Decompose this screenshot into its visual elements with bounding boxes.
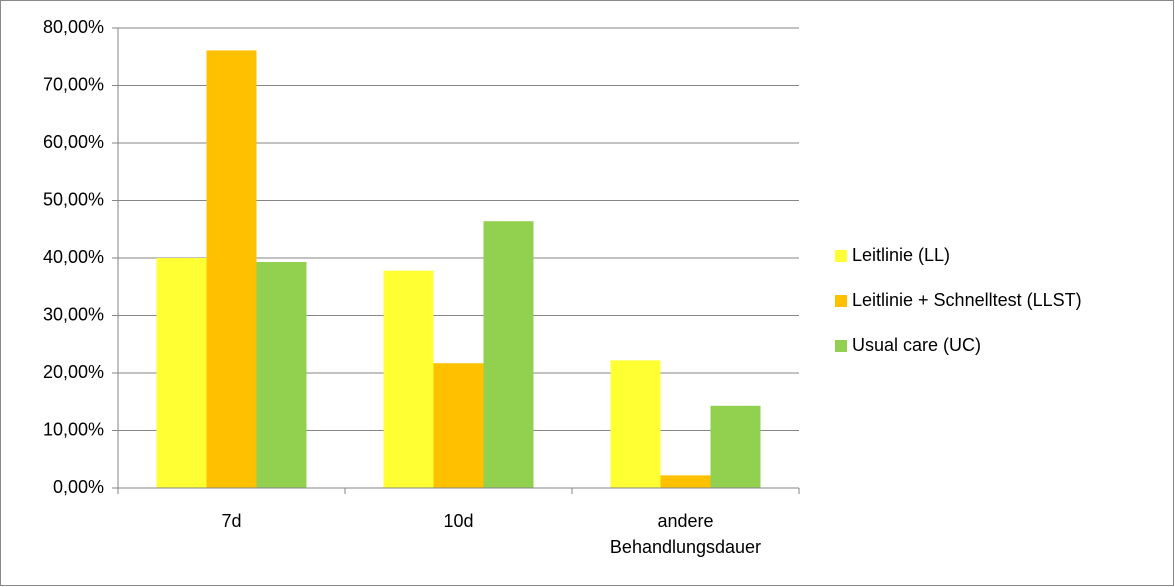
bar bbox=[383, 270, 434, 488]
x-tick-label: 7d bbox=[221, 511, 242, 531]
x-tick-label: andere Behandlungsdauer bbox=[609, 511, 762, 557]
bar bbox=[610, 360, 661, 488]
legend-label: Leitlinie (LL) bbox=[852, 245, 950, 265]
y-tick-label: 10,00% bbox=[43, 419, 104, 439]
y-tick-label: 60,00% bbox=[43, 132, 104, 152]
bar bbox=[156, 258, 207, 488]
y-tick-label: 70,00% bbox=[43, 74, 104, 94]
bar bbox=[256, 262, 307, 488]
legend-label: Leitlinie + Schnelltest (LLST) bbox=[852, 290, 1082, 310]
y-tick-label: 50,00% bbox=[43, 189, 104, 209]
bar bbox=[710, 405, 761, 488]
legend-swatch bbox=[835, 295, 847, 307]
y-tick-label: 30,00% bbox=[43, 304, 104, 324]
legend-label: Usual care (UC) bbox=[852, 335, 981, 355]
legend-swatch bbox=[835, 340, 847, 352]
legend-swatch bbox=[835, 250, 847, 262]
y-tick-label: 80,00% bbox=[43, 17, 104, 37]
y-tick-label: 20,00% bbox=[43, 362, 104, 382]
y-tick-label: 0,00% bbox=[53, 477, 104, 497]
bar bbox=[483, 221, 534, 488]
bar bbox=[660, 475, 711, 488]
bar bbox=[433, 363, 484, 488]
bar bbox=[206, 50, 257, 489]
y-tick-label: 40,00% bbox=[43, 247, 104, 267]
x-tick-label: 10d bbox=[443, 511, 474, 531]
